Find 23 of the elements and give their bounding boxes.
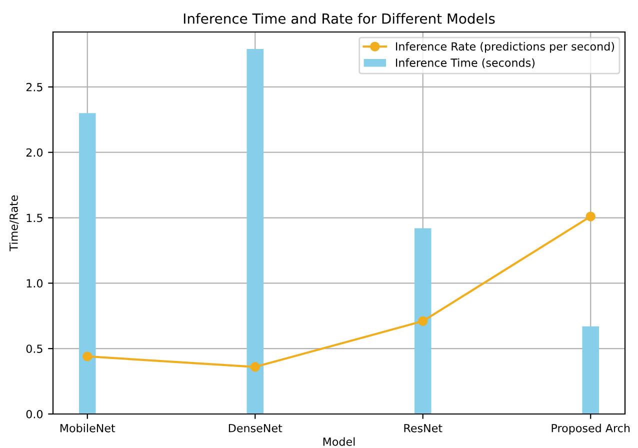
x-tick-label: ResNet: [404, 424, 442, 432]
bar: [582, 326, 599, 414]
point: [586, 212, 596, 222]
x-axis-title: Model: [323, 437, 355, 446]
legend-label: Inference Rate (predictions per second): [396, 42, 614, 53]
y-tick-label: 0.5: [26, 344, 42, 353]
y-tick-label: 2.0: [26, 148, 43, 157]
x-tick-label: Proposed Arch: [552, 424, 630, 434]
point: [418, 316, 428, 326]
bar: [246, 49, 264, 414]
point: [250, 362, 260, 372]
y-tick-label: 1.0: [26, 279, 43, 288]
x-tick-label: MobileNet: [60, 424, 116, 432]
legend-label: Inference Time (seconds): [396, 58, 534, 68]
bar: [79, 113, 96, 414]
y-tick-label: 2.5: [26, 82, 42, 92]
chart-title: Inference Time and Rate for Different Models: [184, 13, 495, 24]
y-tick-label: 0.0: [26, 410, 43, 418]
y-tick-label: 1.5: [26, 214, 42, 222]
x-tick-label: DenseNet: [228, 424, 282, 432]
point: [82, 352, 92, 362]
y-axis-title: Time/Rate: [9, 195, 19, 252]
bar: [414, 228, 432, 414]
